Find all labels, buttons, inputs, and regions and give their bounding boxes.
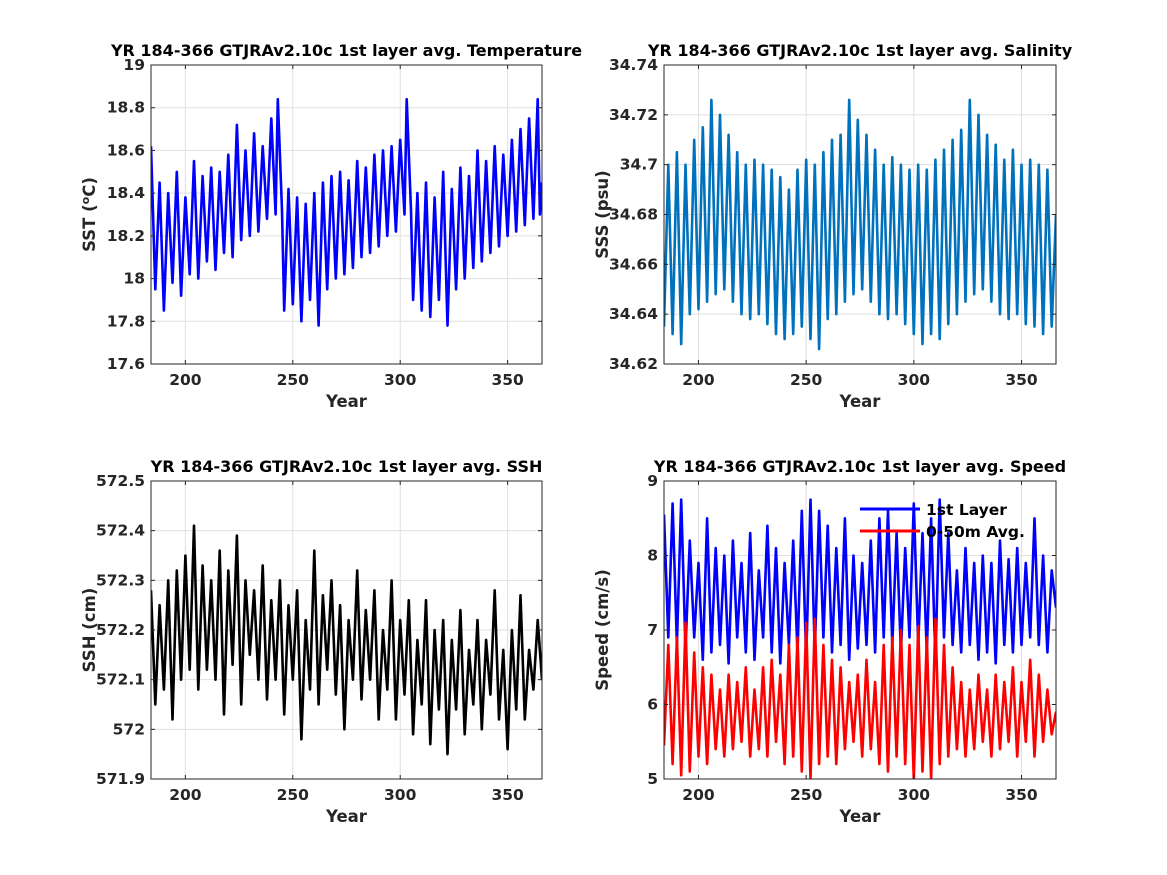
ssh-chart-title: YR 184-366 GTJRAv2.10c 1st layer avg. SS…	[150, 457, 543, 476]
temperature-y-tick-label-3: 18.2	[107, 227, 145, 245]
speed-x-axis-label: Year	[839, 807, 882, 826]
ssh-y-tick-label-4: 572.3	[96, 571, 145, 589]
speed-y-tick-label-0: 5	[647, 770, 658, 788]
temperature-chart-title: YR 184-366 GTJRAv2.10c 1st layer avg. Te…	[110, 41, 582, 60]
salinity-chart-title: YR 184-366 GTJRAv2.10c 1st layer avg. Sa…	[647, 41, 1073, 60]
salinity-x-tick-label-0: 200	[682, 371, 715, 389]
salinity-x-axis-label: Year	[839, 392, 882, 411]
temperature-series-line-0	[151, 97, 542, 327]
temperature-x-tick-label-0: 200	[169, 371, 202, 389]
speed-legend-label-0: 1st Layer	[926, 501, 1007, 519]
salinity-x-tick-label-1: 250	[790, 371, 823, 389]
salinity-series-line-0	[664, 98, 1056, 351]
ssh-chart: 200 250 300 350 571.9 572 572.1 572.2 572.3 572.4…	[80, 457, 543, 826]
salinity-y-tick-label-1: 34.64	[609, 305, 658, 323]
speed-y-tick-label-2: 7	[647, 621, 658, 639]
temperature-y-tick-label-5: 18.6	[107, 141, 145, 159]
speed-chart-title: YR 184-366 GTJRAv2.10c 1st layer avg. Sp…	[653, 457, 1066, 476]
ssh-y-tick-label-6: 572.5	[96, 472, 145, 490]
salinity-y-tick-label-0: 34.62	[609, 355, 658, 373]
ssh-series-line-0	[151, 524, 542, 756]
temperature-y-tick-label-0: 17.6	[107, 355, 145, 373]
ssh-x-axis-label: Year	[325, 807, 368, 826]
ssh-y-axis-label: SSH (cm)	[80, 588, 99, 673]
salinity-chart: 200 250 300 350 34.62 34.64 34.66 34.68 34.7 34.7…	[593, 41, 1073, 411]
speed-legend-label-1: 0-50m Avg.	[926, 523, 1025, 541]
salinity-y-tick-label-2: 34.66	[609, 255, 658, 273]
speed-x-tick-label-1: 250	[790, 786, 823, 804]
temperature-chart: 200 250 300 350 17.6 17.8 18 18.2 18.4 18.6 18.8 19…	[79, 41, 583, 411]
salinity-x-tick-label-2: 300	[898, 371, 931, 389]
speed-chart: 200 250 300 350 5 6 7 8 9YR 184-366 GTJRAv2.10c …	[593, 457, 1066, 826]
salinity-x-tick-label-3: 350	[1005, 371, 1038, 389]
ssh-y-tick-label-0: 571.9	[96, 770, 145, 788]
temperature-y-tick-label-1: 17.8	[107, 312, 145, 330]
temperature-x-tick-label-3: 350	[491, 371, 524, 389]
ssh-y-tick-label-2: 572.1	[96, 671, 145, 689]
temperature-x-tick-label-2: 300	[384, 371, 417, 389]
speed-y-tick-label-3: 8	[647, 547, 658, 565]
speed-y-tick-label-1: 6	[647, 696, 658, 714]
speed-x-tick-label-2: 300	[898, 786, 931, 804]
speed-x-tick-label-3: 350	[1005, 786, 1038, 804]
speed-series-line-0	[664, 498, 1056, 665]
salinity-y-axis-label: SSS (psu)	[593, 170, 612, 258]
speed-y-tick-label-4: 9	[647, 472, 658, 490]
speed-y-axis-label: Speed (cm/s)	[593, 569, 612, 691]
ssh-y-tick-label-1: 572	[113, 720, 145, 738]
temperature-y-tick-label-4: 18.4	[107, 184, 145, 202]
ssh-y-tick-label-5: 572.4	[96, 522, 145, 540]
ssh-x-tick-label-1: 250	[277, 786, 310, 804]
salinity-y-tick-label-3: 34.68	[609, 206, 658, 224]
speed-series-line-1	[664, 617, 1056, 779]
ssh-x-tick-label-0: 200	[169, 786, 202, 804]
temperature-y-tick-label-6: 18.8	[107, 99, 145, 117]
ssh-x-tick-label-2: 300	[384, 786, 417, 804]
salinity-y-tick-label-4: 34.7	[620, 156, 658, 174]
temperature-y-tick-label-2: 18	[123, 270, 145, 288]
temperature-axes-box	[150, 64, 543, 365]
temperature-y-axis-label: SST (oC)	[79, 177, 100, 252]
ssh-x-tick-label-3: 350	[491, 786, 524, 804]
temperature-y-tick-label-7: 19	[123, 56, 145, 74]
speed-x-tick-label-0: 200	[682, 786, 715, 804]
temperature-x-axis-label: Year	[325, 392, 368, 411]
salinity-y-tick-label-5: 34.72	[609, 106, 658, 124]
temperature-x-tick-label-1: 250	[277, 371, 310, 389]
salinity-y-tick-label-6: 34.74	[609, 56, 658, 74]
ssh-y-tick-label-3: 572.2	[96, 621, 145, 639]
